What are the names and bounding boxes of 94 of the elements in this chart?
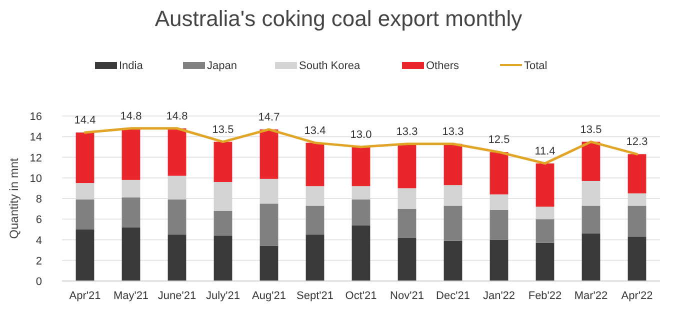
legend-label: Others [426,60,460,72]
bar [536,219,554,243]
bar [306,206,324,235]
bar [398,238,416,281]
y-tick-label: 16 [30,111,42,123]
legend-label: Japan [207,60,237,72]
bar [398,208,416,238]
bar [168,176,186,200]
legend-label: India [119,60,144,72]
bar [260,178,278,204]
y-tick-label: 6 [36,214,42,226]
x-tick-label: Apr'22 [621,290,653,302]
bar [490,210,508,240]
bar [214,210,232,236]
bar [444,185,462,206]
y-axis-title: Quantity in mnt [7,157,21,239]
bar [214,142,232,182]
bar [628,154,646,194]
bar [444,144,462,186]
bar [352,186,370,200]
x-tick-label: May'21 [113,290,149,302]
bar [536,163,554,207]
legend-label: South Korea [299,60,362,72]
bar [628,206,646,237]
y-tick-label: 4 [36,234,42,247]
bar [122,180,140,198]
bar [582,206,600,234]
legend-label: Total [524,60,548,72]
x-tick-label: Nov'21 [390,290,424,302]
bar [352,146,370,186]
bar [490,152,508,194]
bar [444,206,462,241]
x-tick-label: June'21 [158,290,196,302]
bar [122,128,140,180]
x-tick-label: July'21 [206,290,240,302]
bar [306,186,324,206]
data-label: 12.5 [488,134,510,146]
bar [398,144,416,188]
x-tick-label: Aug'21 [252,290,286,302]
x-tick-label: Sept'21 [296,290,334,302]
y-tick-label: 14 [30,132,42,144]
y-tick-label: 0 [36,276,42,288]
x-tick-label: Feb'22 [528,290,562,302]
y-tick-label: 12 [30,152,42,164]
bar [582,142,600,181]
bar [260,129,278,179]
bar [306,234,324,281]
bar [168,200,186,235]
data-label: 14.4 [74,114,96,126]
data-label: 13.5 [212,124,234,136]
x-tick-label: Mar'22 [574,290,608,302]
bar [260,246,278,281]
bar [260,204,278,246]
data-label: 14.7 [258,111,280,124]
x-tick-label: Apr'21 [69,290,101,302]
bar [122,197,140,228]
bar [398,188,416,209]
data-label: 13.5 [580,124,602,136]
bar [536,206,554,220]
bar [352,200,370,226]
bar [214,182,232,211]
bar [168,128,186,176]
data-label: 13.3 [442,126,464,138]
data-label: 11.4 [534,145,556,158]
bar [76,200,94,230]
bar [214,236,232,281]
bar [582,180,600,206]
data-label: 13.3 [396,126,418,138]
bar [352,225,370,281]
bar [444,240,462,281]
chart-title: Australia's coking coal export monthly [154,6,522,31]
data-label: 14.8 [120,110,142,122]
bar [582,234,600,281]
x-tick-label: Oct'21 [345,290,377,302]
data-label: 13.4 [304,124,326,137]
bar [490,194,508,210]
bar [122,227,140,281]
y-tick-label: 8 [36,194,42,206]
bar [628,236,646,281]
bar [628,193,646,206]
x-tick-label: Jan'22 [482,290,516,302]
data-label: 14.8 [166,110,188,122]
bar [536,242,554,281]
y-tick-label: 10 [30,172,42,185]
data-label: 12.3 [626,136,648,148]
data-label: 13.0 [350,128,372,141]
y-tick-label: 2 [36,255,42,268]
bar [76,183,94,200]
bar [168,234,186,281]
bar [76,132,94,184]
x-tick-label: Dec'21 [436,290,470,302]
bar [306,142,324,186]
bar [76,229,94,281]
bar [490,240,508,281]
